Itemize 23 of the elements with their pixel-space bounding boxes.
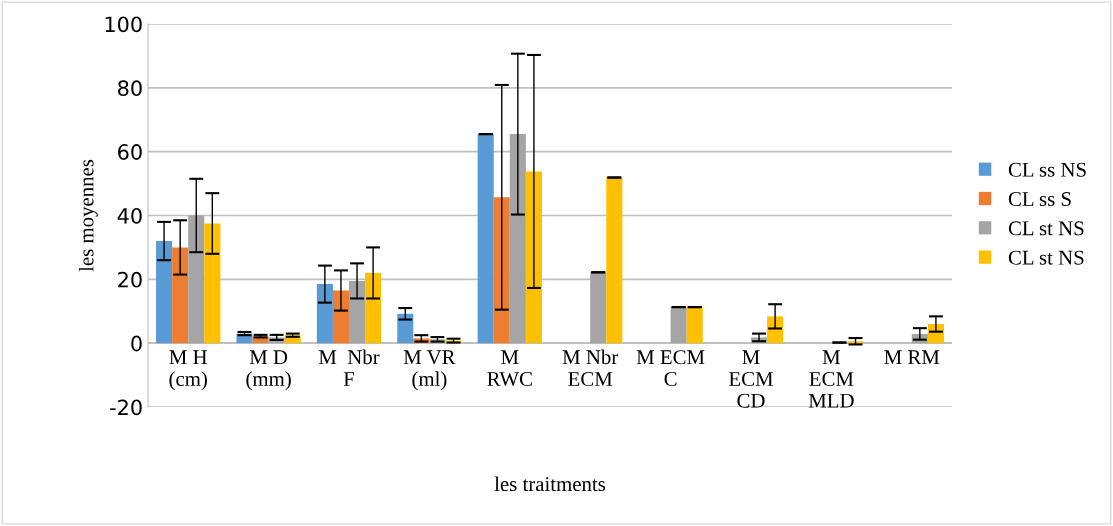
legend-label: CL st NS [1008, 250, 1084, 265]
y-axis-title: les moyennes [78, 159, 98, 272]
y-tick-label: 40 [117, 207, 142, 224]
y-tick-label: 20 [118, 271, 142, 288]
x-tick-label: M D (mm) [246, 350, 291, 391]
y-tick-label: 80 [118, 80, 142, 97]
x-axis-title: les traitments [494, 476, 606, 492]
x-tick-label: M Nbr F [318, 349, 380, 386]
x-tick-label: M ECM CD [729, 350, 773, 408]
x-tick-label: M Nbr ECM [562, 349, 619, 386]
legend-label: CL st NS [1008, 221, 1084, 236]
x-tick-label: M RWC [487, 350, 532, 387]
x-tick-label: M RM [884, 350, 940, 365]
y-tick-label: 100 [105, 16, 142, 33]
x-tick-label: M H (cm) [169, 350, 207, 391]
x-tick-label: M ECM MLD [808, 350, 854, 408]
y-tick-label: -20 [110, 399, 142, 416]
x-tick-label: M VR (ml) [403, 350, 456, 391]
legend-label: CL ss S [1008, 192, 1071, 207]
y-tick-label: 0 [131, 335, 142, 352]
legend-label: CL ss NS [1008, 162, 1086, 177]
y-tick-label: 60 [118, 144, 142, 160]
x-tick-label: M ECM C [636, 350, 705, 386]
